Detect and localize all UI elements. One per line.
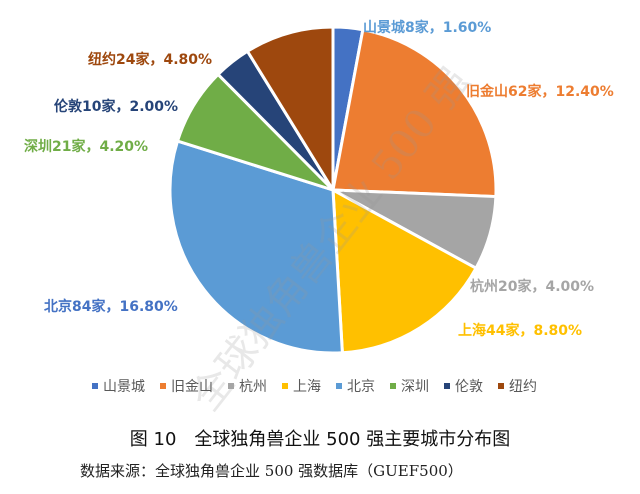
data-label-shanghai: 上海44家，8.80% bbox=[458, 323, 583, 339]
legend-item: 伦敦 bbox=[444, 376, 483, 396]
data-label-shenzhen: 深圳21家，4.20% bbox=[24, 139, 149, 155]
legend-swatch bbox=[390, 383, 396, 389]
data-label-lundun: 伦敦10家，2.00% bbox=[54, 99, 179, 115]
legend-label: 杭州 bbox=[239, 379, 267, 395]
legend-swatch bbox=[228, 383, 234, 389]
legend: 山景城 旧金山 杭州 上海 北京 深圳 伦敦 纽约 bbox=[92, 376, 537, 396]
data-label-shanjingcheng: 山景城8家，1.60% bbox=[363, 20, 492, 36]
legend-item: 上海 bbox=[282, 376, 321, 396]
data-source: 数据来源：全球独角兽企业 500 强数据库（GUEF500） bbox=[80, 462, 463, 480]
legend-label: 上海 bbox=[293, 379, 321, 395]
figure-caption: 图 10 全球独角兽企业 500 强主要城市分布图 bbox=[129, 429, 511, 450]
pie-slice-1 bbox=[331, 28, 498, 199]
legend-label: 伦敦 bbox=[455, 379, 483, 395]
legend-item: 杭州 bbox=[228, 376, 267, 396]
legend-label: 北京 bbox=[347, 379, 375, 395]
pie-slice-3 bbox=[331, 187, 479, 355]
legend-label: 纽约 bbox=[509, 379, 537, 395]
legend-swatch bbox=[92, 383, 98, 389]
legend-item: 山景城 bbox=[92, 376, 145, 396]
data-label-beijing: 北京84家，16.80% bbox=[44, 299, 178, 315]
data-label-jiujinshan: 旧金山62家，12.40% bbox=[466, 84, 614, 100]
legend-label: 旧金山 bbox=[171, 379, 213, 395]
legend-swatch bbox=[498, 383, 504, 389]
data-label-niuyue: 纽约24家，4.80% bbox=[88, 52, 213, 68]
data-label-hangzhou: 杭州20家，4.00% bbox=[470, 279, 595, 295]
pie-slice-4 bbox=[168, 139, 344, 355]
legend-item: 纽约 bbox=[498, 376, 537, 396]
legend-item: 北京 bbox=[336, 376, 375, 396]
legend-swatch bbox=[282, 383, 288, 389]
pie-slice-7 bbox=[245, 25, 335, 196]
legend-label: 山景城 bbox=[103, 379, 145, 395]
legend-swatch bbox=[336, 383, 342, 389]
legend-item: 深圳 bbox=[390, 376, 429, 396]
legend-swatch bbox=[444, 383, 450, 389]
legend-label: 深圳 bbox=[401, 379, 429, 395]
legend-swatch bbox=[160, 383, 166, 389]
legend-item: 旧金山 bbox=[160, 376, 213, 396]
